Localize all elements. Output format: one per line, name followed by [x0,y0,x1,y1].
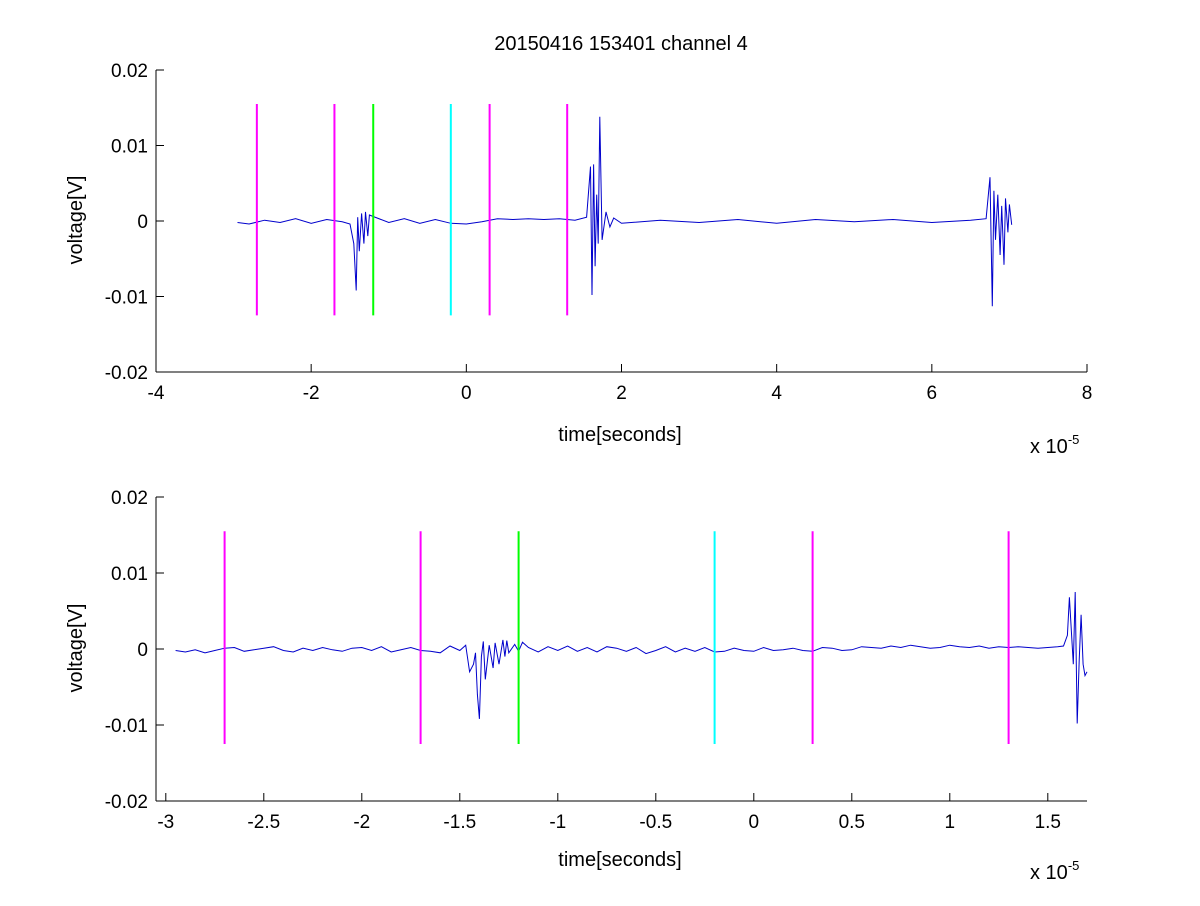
y-axis-label: voltage[V] [65,176,87,265]
y-tick-label: -0.01 [105,716,148,737]
y-tick-label: 0.02 [111,488,148,509]
x-tick-label: 1 [945,812,956,833]
x-tick-label: 0 [749,812,760,833]
y-tick-label: -0.02 [105,792,148,813]
x-axis-label: time[seconds] [558,849,681,871]
y-tick-label: -0.01 [105,288,148,309]
x-exponent-label: x 10-5 [1030,432,1079,458]
x-tick-label: 2 [616,383,627,404]
y-tick-label: 0.01 [111,564,148,585]
x-tick-label: 0 [461,383,472,404]
x-tick-label: -2 [303,383,320,404]
signal-series-line [175,591,1088,724]
x-tick-label: -2.5 [247,812,280,833]
chart-bottom: time[seconds] voltage[V] x 10-5 -3 -2.5 -2… [65,488,1088,884]
x-tick-label: -1.5 [443,812,476,833]
y-tick-label: 0 [137,212,148,233]
x-exponent-label: x 10-5 [1030,858,1079,884]
x-tick-label: -2 [353,812,370,833]
x-tick-label: 1.5 [1035,812,1061,833]
y-tick-label: 0 [137,640,148,661]
y-axis-label: voltage[V] [65,604,87,693]
x-tick-label: 4 [771,383,782,404]
x-tick-label: 6 [927,383,938,404]
x-tick-label: -3 [157,812,174,833]
signal-series-line [237,116,1013,307]
y-tick-label: 0.01 [111,137,148,158]
y-tick-label: 0.02 [111,61,148,82]
x-tick-label: 8 [1082,383,1093,404]
x-axis-label: time[seconds] [558,424,681,446]
x-tick-label: -4 [148,383,165,404]
x-tick-label: -0.5 [639,812,672,833]
figure-title: 20150416 153401 channel 4 [494,33,748,55]
y-tick-label: -0.02 [105,363,148,384]
x-tick-label: -1 [549,812,566,833]
x-tick-label: 0.5 [839,812,865,833]
chart-top: time[seconds] voltage[V] x 10-5 -4 -2 0 2 4 6… [65,61,1092,458]
